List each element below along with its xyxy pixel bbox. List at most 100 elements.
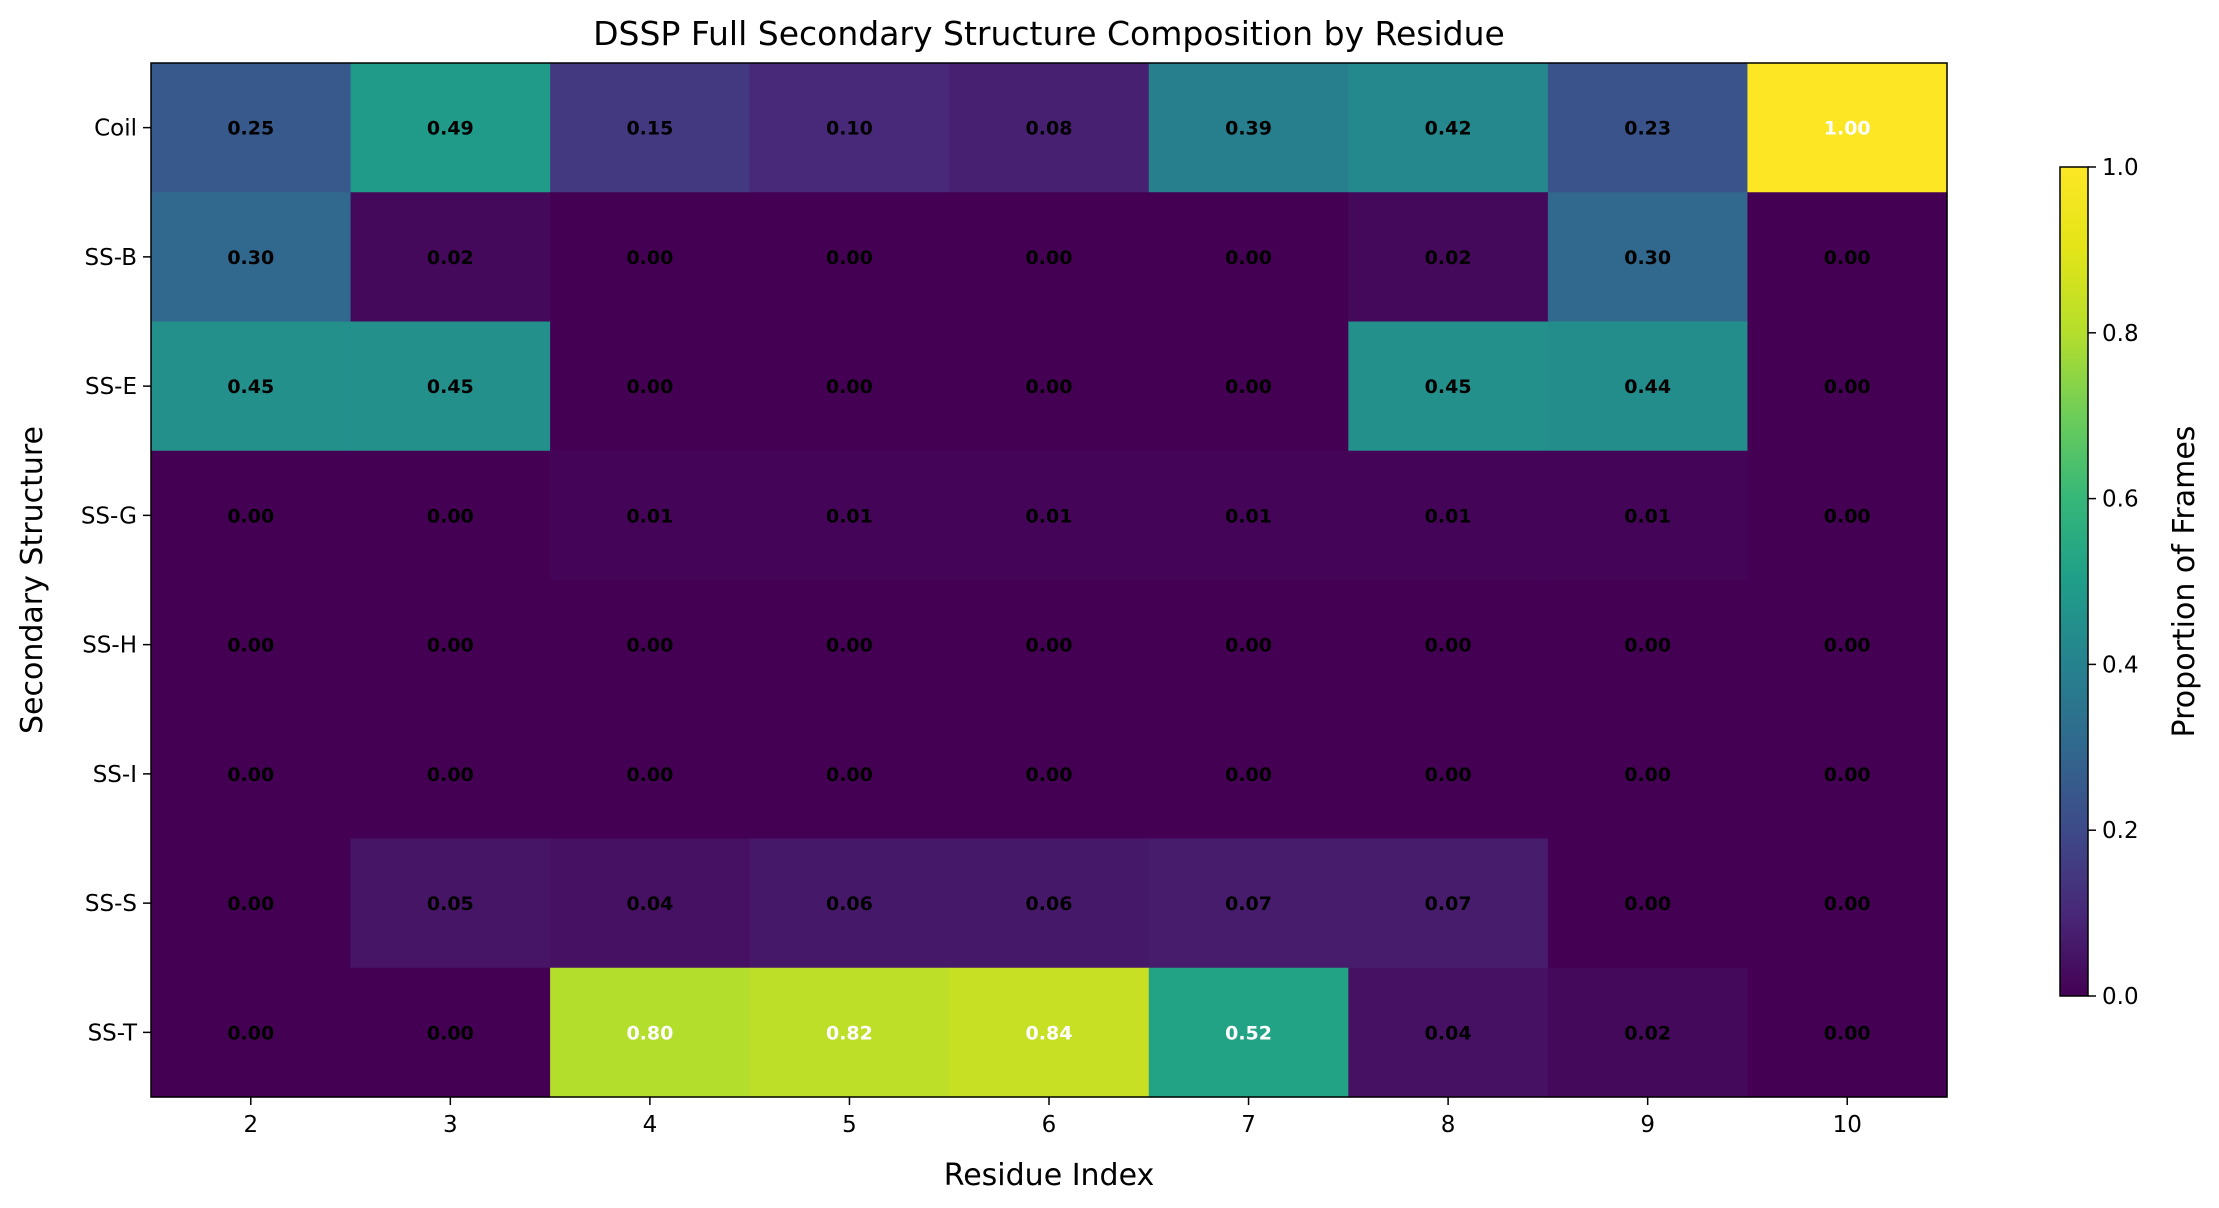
heatmap-cell [749, 838, 950, 969]
cell-value-label: 0.10 [826, 118, 873, 140]
cell-value-label: 0.01 [1624, 505, 1671, 527]
heatmap-cell [1547, 838, 1749, 969]
heatmap-cell [151, 450, 352, 581]
colorbar-ticks: 0.0 0.2 0.4 0.6 0.8 1.0 [2088, 155, 2139, 1010]
heatmap-cell [1148, 192, 1349, 323]
heatmap-cell [1148, 450, 1349, 581]
heatmap-cell [151, 838, 352, 969]
heatmap-cell [949, 580, 1150, 710]
heatmap-cell [350, 321, 551, 452]
cell-value-label: 0.00 [626, 247, 673, 269]
cell-value-label: 0.00 [227, 893, 274, 915]
heatmap-cell [151, 192, 352, 323]
cell-value-label: 0.00 [227, 1022, 274, 1044]
cell-value-label: 0.00 [626, 376, 673, 398]
cell-value-label: 0.00 [1026, 764, 1073, 786]
heatmap-cell [151, 967, 352, 1098]
x-tick-label: 2 [243, 1112, 258, 1138]
heatmap-cell [749, 450, 950, 581]
cell-value-label: 0.00 [826, 764, 873, 786]
cell-value-label: 0.80 [626, 1022, 673, 1044]
y-axis-ticks: Coil SS-B SS-E SS-G SS-H SS-I SS-S SS-T [81, 116, 151, 1046]
heatmap-cell [550, 967, 751, 1098]
cell-value-label: 0.00 [427, 1022, 474, 1044]
cell-value-label: 0.00 [626, 764, 673, 786]
heatmap-cell [550, 450, 751, 581]
heatmap-cell [151, 709, 352, 840]
heatmap-cell [550, 192, 751, 323]
cell-value-label: 0.07 [1225, 893, 1272, 915]
cell-value-label: 0.00 [1026, 635, 1073, 657]
heatmap-cell [749, 321, 950, 452]
colorbar-tick-label: 1.0 [2102, 155, 2139, 181]
cell-value-label: 0.04 [626, 893, 673, 915]
heatmap-cell [550, 580, 751, 710]
heatmap-cell-labels: 0.25 0.49 0.15 0.10 0.08 0.39 0.42 0.23 1.00 0.30… [227, 118, 1870, 1045]
heatmap-cell [350, 709, 551, 840]
heatmap-cell [1348, 967, 1549, 1098]
heatmap-cell [151, 321, 352, 452]
heatmap-cell [550, 63, 751, 193]
cell-value-label: 0.01 [1425, 505, 1472, 527]
cell-value-label: 0.30 [1624, 247, 1671, 269]
heatmap-cell [550, 709, 751, 840]
cell-value-label: 0.00 [1824, 635, 1871, 657]
heatmap-cell [949, 709, 1150, 840]
heatmap-cell [949, 967, 1150, 1098]
heatmap-cell [1747, 63, 1948, 193]
cell-value-label: 0.00 [427, 764, 474, 786]
x-tick-label: 10 [1833, 1112, 1862, 1138]
cell-value-label: 0.00 [1026, 247, 1073, 269]
cell-value-label: 0.00 [427, 635, 474, 657]
x-tick-label: 7 [1241, 1112, 1256, 1138]
cell-value-label: 0.01 [1225, 505, 1272, 527]
cell-value-label: 0.00 [1824, 764, 1871, 786]
heatmap-cell [350, 63, 551, 193]
cell-value-label: 0.00 [1225, 635, 1272, 657]
cell-value-label: 0.00 [1026, 376, 1073, 398]
cell-value-label: 0.00 [1624, 764, 1671, 786]
cell-value-label: 0.00 [826, 247, 873, 269]
heatmap-cell [550, 321, 751, 452]
heatmap-cell [1747, 967, 1948, 1098]
cell-value-label: 0.00 [1824, 1022, 1871, 1044]
cell-value-label: 0.00 [1824, 893, 1871, 915]
cell-value-label: 0.25 [227, 118, 274, 140]
x-tick-label: 6 [1042, 1112, 1057, 1138]
heatmap-cell [1148, 967, 1349, 1098]
cell-value-label: 0.00 [826, 635, 873, 657]
y-tick-label: SS-G [81, 503, 137, 529]
cell-value-label: 0.00 [227, 764, 274, 786]
heatmap-cell [749, 580, 950, 710]
x-tick-label: 9 [1640, 1112, 1655, 1138]
cell-value-label: 0.44 [1624, 376, 1671, 398]
heatmap-cell [949, 192, 1150, 323]
heatmap-cell [749, 709, 950, 840]
cell-value-label: 0.45 [1425, 376, 1472, 398]
heatmap-cell [350, 580, 551, 710]
heatmap-cell [151, 580, 352, 710]
heatmap-cell [1348, 63, 1549, 193]
heatmap-cell [949, 63, 1150, 193]
cell-value-label: 0.15 [626, 118, 673, 140]
cell-value-label: 0.49 [427, 118, 474, 140]
heatmap-cell [1747, 450, 1948, 581]
cell-value-label: 0.07 [1425, 893, 1472, 915]
x-tick-label: 8 [1441, 1112, 1456, 1138]
heatmap-cell [749, 192, 950, 323]
colorbar-tick-label: 0.0 [2102, 984, 2139, 1010]
cell-value-label: 0.00 [1824, 376, 1871, 398]
heatmap-cell [1348, 838, 1549, 969]
colorbar-tick-label: 0.6 [2102, 487, 2139, 513]
heatmap-cell [1348, 192, 1549, 323]
heatmap-cell [749, 967, 950, 1098]
heatmap-cell [949, 321, 1150, 452]
heatmap-cell [1747, 321, 1948, 452]
cell-value-label: 0.00 [1824, 247, 1871, 269]
x-tick-label: 4 [643, 1112, 658, 1138]
heatmap-cell [350, 450, 551, 581]
cell-value-label: 0.00 [1624, 635, 1671, 657]
heatmap-cell [1547, 321, 1749, 452]
heatmap-cell [1547, 580, 1749, 710]
